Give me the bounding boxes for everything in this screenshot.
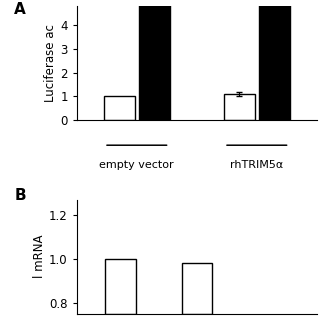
Y-axis label: Luciferase ac: Luciferase ac xyxy=(44,24,58,102)
Bar xyxy=(139,0,170,120)
Bar xyxy=(259,0,290,120)
Bar xyxy=(104,96,135,120)
Text: B: B xyxy=(14,188,26,204)
Text: rhTRIM5α: rhTRIM5α xyxy=(230,160,284,170)
Bar xyxy=(105,259,136,314)
Text: empty vector: empty vector xyxy=(100,160,174,170)
Text: A: A xyxy=(14,2,26,17)
Bar xyxy=(224,94,255,120)
Bar xyxy=(181,263,212,314)
Y-axis label: l mRNA: l mRNA xyxy=(33,235,46,278)
